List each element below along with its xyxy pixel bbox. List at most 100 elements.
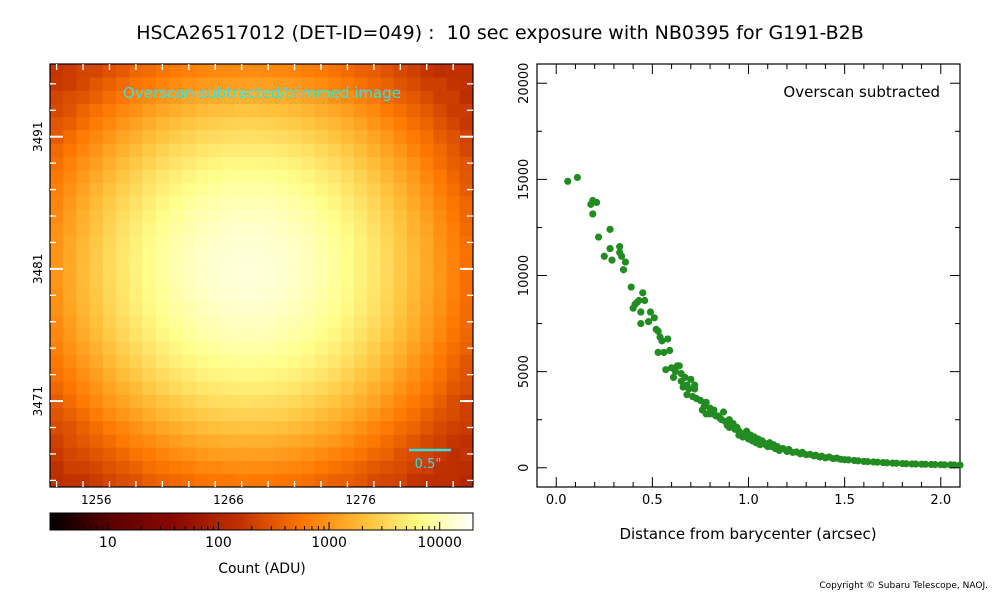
heatmap-cell [208, 156, 223, 171]
heatmap-cell [208, 196, 223, 210]
heatmap-cell [116, 407, 130, 422]
heatmap-cell [235, 249, 249, 263]
heatmap-cell [195, 420, 209, 435]
heatmap-cell [195, 249, 209, 263]
heatmap-cell [420, 288, 434, 303]
heatmap-cell [221, 354, 236, 369]
heatmap-cell [102, 222, 117, 237]
heatmap-cell [274, 407, 289, 422]
heatmap-cell [459, 315, 474, 329]
heatmap-cell [380, 156, 394, 171]
heatmap-cell [354, 156, 368, 171]
heatmap-cell [367, 447, 381, 461]
heatmap-cell [354, 434, 368, 448]
heatmap-cell [89, 116, 104, 131]
heatmap-cell [168, 341, 183, 356]
heatmap-cell [354, 407, 368, 422]
heatmap-cell [76, 407, 90, 422]
scatter-point [864, 458, 872, 466]
heatmap-cell [274, 434, 289, 448]
heatmap-cell [235, 394, 249, 408]
heatmap-cell [274, 143, 289, 157]
heatmap-cell [50, 447, 64, 461]
heatmap-cell [406, 420, 421, 435]
heatmap-cell [76, 381, 90, 395]
heatmap-cell [76, 275, 90, 290]
heatmap-cell [142, 196, 157, 210]
heatmap-cell [459, 381, 474, 395]
heatmap-cell [393, 407, 408, 422]
heatmap-cell [155, 288, 170, 303]
heatmap-cell [301, 275, 315, 290]
heatmap-cell [102, 249, 117, 263]
heatmap-cell [380, 288, 394, 303]
heatmap-cell [102, 156, 117, 171]
heatmap-cell [129, 460, 143, 475]
heatmap-cell [301, 394, 315, 408]
heatmap-cell [142, 249, 157, 263]
heatmap-cell [155, 381, 170, 395]
heatmap-cell [195, 103, 209, 118]
heatmap-cell [50, 288, 64, 303]
heatmap-cell [168, 116, 183, 131]
heatmap-cell [420, 64, 434, 78]
heatmap-cell [155, 116, 170, 131]
heatmap-cell [142, 447, 157, 461]
heatmap-cell [221, 381, 236, 395]
heatmap-cell [314, 222, 328, 237]
heatmap-cell [314, 301, 328, 316]
heatmap-cell [155, 328, 170, 342]
heatmap-cell [89, 64, 104, 78]
heatmap-cell [433, 130, 447, 144]
heatmap-cell [50, 473, 64, 488]
heatmap-cell [208, 301, 223, 316]
heatmap-cell [76, 341, 90, 356]
heatmap-cell [314, 288, 328, 303]
heatmap-cell [301, 434, 315, 448]
heatmap-cell [393, 341, 408, 356]
colorbar-gradient [49, 512, 474, 531]
heatmap-cell [420, 460, 434, 475]
heatmap-cell [168, 288, 183, 303]
heatmap-cell [261, 235, 276, 250]
heatmap-cell [420, 434, 434, 448]
heatmap-cell [248, 90, 262, 104]
heatmap-cell [393, 77, 408, 91]
heatmap-cell [406, 169, 421, 184]
heatmap-cell [301, 368, 315, 382]
heatmap-cell [406, 381, 421, 395]
heatmap-cell [420, 77, 434, 91]
heatmap-cell [274, 103, 289, 118]
heatmap-cell [274, 288, 289, 303]
scatter-point [650, 314, 658, 322]
heatmap-cell [248, 354, 262, 369]
heatmap-cell [446, 64, 461, 78]
heatmap-cell [116, 156, 130, 171]
heatmap-cell [235, 354, 249, 369]
heatmap-cell [340, 328, 355, 342]
scatter-x-tick-label: 0.0 [546, 493, 567, 508]
heatmap-cell [50, 434, 64, 448]
heatmap-cell [168, 103, 183, 118]
heatmap-cell [235, 341, 249, 356]
heatmap-cell [248, 196, 262, 210]
heatmap-cell [380, 341, 394, 356]
heatmap-cell [287, 447, 302, 461]
heatmap-cell [287, 249, 302, 263]
heatmap-cell [102, 328, 117, 342]
heatmap-cell [76, 77, 90, 91]
scatter-point [873, 458, 881, 466]
scatter-point [658, 337, 666, 345]
heatmap-cell [367, 407, 381, 422]
heatmap-cell [142, 434, 157, 448]
heatmap-cell [446, 460, 461, 475]
heatmap-cell [63, 262, 77, 276]
heatmap-cell [50, 209, 64, 223]
heatmap-cell [380, 262, 394, 276]
heatmap-cell [367, 381, 381, 395]
heatmap-cell [89, 156, 104, 171]
heatmap-cell [208, 262, 223, 276]
heatmap-cell [89, 90, 104, 104]
heatmap-cell [287, 473, 302, 488]
heatmap-cell [248, 64, 262, 78]
